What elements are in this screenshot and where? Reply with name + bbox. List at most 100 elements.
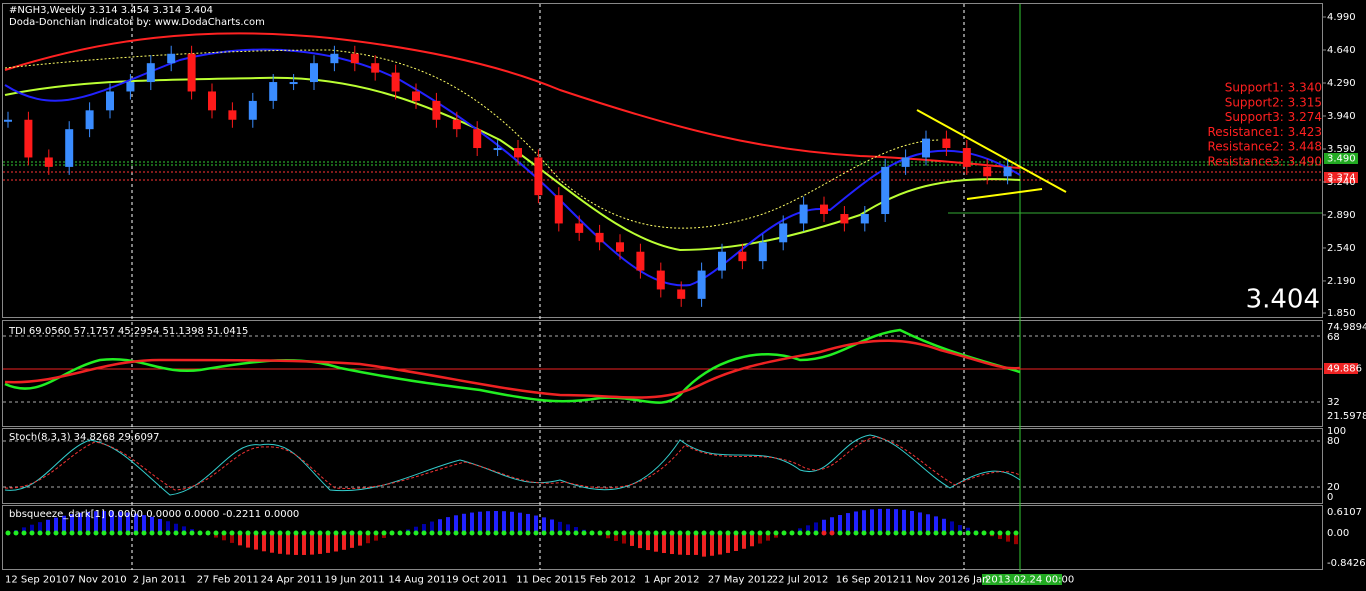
candle-body <box>24 119 33 158</box>
squeeze-dot <box>853 530 859 536</box>
squeeze-dot <box>45 530 51 536</box>
price-marker <box>1324 172 1358 183</box>
squeeze-dot <box>141 530 147 536</box>
squeeze-dot <box>125 530 131 536</box>
squeeze-bar <box>862 510 866 533</box>
squeeze-bar <box>550 519 554 533</box>
squeeze-bar <box>270 533 274 553</box>
squeeze-dot <box>517 530 523 536</box>
squeeze-dot <box>93 530 99 536</box>
squeeze-bar <box>558 521 562 533</box>
squeeze-dot <box>373 530 379 536</box>
squeeze-bar <box>758 533 762 544</box>
candle-body <box>44 157 53 167</box>
squeeze-bar <box>702 533 706 557</box>
squeeze-bar <box>950 521 954 533</box>
squeeze-bar <box>662 533 666 554</box>
date-label: 6 Jan <box>964 575 989 586</box>
cursor-date-box <box>982 574 1062 585</box>
candle-body <box>1003 166 1012 177</box>
squeeze-bar <box>822 519 826 533</box>
squeeze-dot <box>21 530 27 536</box>
squeeze-bar <box>478 511 482 533</box>
squeeze-bar <box>118 511 122 533</box>
squeeze-dot <box>333 530 339 536</box>
squeeze-dot <box>957 530 963 536</box>
squeeze-bar <box>470 512 474 533</box>
squeeze-bar <box>654 533 658 552</box>
squeeze-bar <box>350 533 354 548</box>
panel-borders <box>2 3 1323 570</box>
squeeze-dot <box>565 530 571 536</box>
price-tick-label: 4.990 <box>1327 12 1356 23</box>
squeeze-bar <box>414 526 418 533</box>
squeeze-dot <box>229 530 235 536</box>
candle-body <box>269 82 278 101</box>
squeeze-dot <box>573 530 579 536</box>
candle-body <box>432 100 441 120</box>
squeeze-dot <box>941 530 947 536</box>
axis-label: 32 <box>1327 397 1340 408</box>
squeeze-bar <box>878 508 882 533</box>
squeeze-dot <box>285 530 291 536</box>
tdi-marker <box>1324 363 1358 374</box>
candle-body <box>452 119 461 130</box>
squeeze-bar <box>430 521 434 533</box>
candle-body <box>126 82 135 92</box>
axis-label: 0 <box>1327 492 1333 503</box>
date-label: 24 Apr 2011 <box>261 575 323 586</box>
squeeze-bar <box>62 515 66 533</box>
squeeze-bar <box>342 533 346 550</box>
squeeze-bar <box>686 533 690 555</box>
price-tick-label: 3.240 <box>1327 177 1356 188</box>
squeeze-dot <box>301 530 307 536</box>
level-label: Resistance1: 3.423 <box>1207 125 1322 139</box>
squeeze-dot <box>77 530 83 536</box>
panel-label: TDI 69.0560 57.1757 45.2954 51.1398 51.0… <box>8 326 248 337</box>
candle-body <box>146 63 155 83</box>
axis-label: 68 <box>1327 332 1340 343</box>
squeeze-bar <box>942 518 946 533</box>
squeeze-bar <box>838 515 842 533</box>
squeeze-bar <box>710 533 714 556</box>
date-label: 16 Sep 2012 <box>836 575 899 586</box>
squeeze-bar <box>566 524 570 533</box>
squeeze-bar <box>126 512 130 533</box>
candle-body <box>554 195 563 224</box>
level-label: Support3: 3.274 <box>1225 110 1322 124</box>
squeeze-dot <box>533 530 539 536</box>
squeeze-bar <box>854 511 858 533</box>
squeeze-bar <box>526 513 530 533</box>
axis-label: 74.9894 <box>1327 322 1366 333</box>
squeeze-dot <box>677 530 683 536</box>
squeeze-dot <box>821 530 827 536</box>
squeeze-dot <box>733 530 739 536</box>
squeeze-dot <box>741 530 747 536</box>
squeeze-bar <box>734 533 738 551</box>
squeeze-dot <box>197 530 203 536</box>
squeeze-dot <box>885 530 891 536</box>
candle-body <box>187 53 196 92</box>
price-tick-label: 2.190 <box>1327 276 1356 287</box>
squeeze-bar <box>278 533 282 554</box>
axis-label: 20 <box>1327 482 1340 493</box>
axis-label: 0.00 <box>1327 528 1349 539</box>
stoch-levels <box>3 440 1322 488</box>
squeeze-dot <box>461 530 467 536</box>
squeeze-dot <box>709 530 715 536</box>
squeeze-bar <box>726 533 730 553</box>
squeeze-dot <box>405 530 411 536</box>
squeeze-dot <box>901 530 907 536</box>
date-label: 2 Jan 2011 <box>133 575 187 586</box>
axis-label: -0.8426 <box>1327 558 1366 569</box>
squeeze-dot <box>861 530 867 536</box>
candles <box>4 45 1012 307</box>
candle-body <box>473 129 482 149</box>
squeeze-bar <box>246 533 250 548</box>
stoch-signal <box>4 436 1021 491</box>
squeeze-bar <box>110 511 114 533</box>
chart-title: #NGH3,Weekly 3.314 3.454 3.314 3.404 <box>9 5 213 16</box>
squeeze-dot <box>413 530 419 536</box>
axis-label: 21.5978 <box>1327 411 1366 422</box>
squeeze-dot <box>749 530 755 536</box>
